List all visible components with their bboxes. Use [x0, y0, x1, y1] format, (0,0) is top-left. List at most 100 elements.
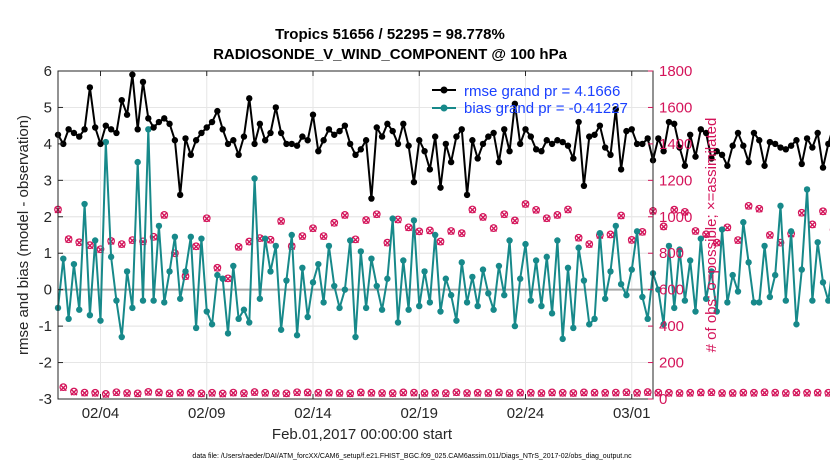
- obs-assimilated-stroke: [267, 236, 274, 244]
- rmse-point: [118, 96, 125, 104]
- obs-assimilated-stroke: [224, 275, 232, 283]
- obs-assimilated-stroke: [155, 389, 163, 397]
- obs-assimilated-stroke: [298, 232, 306, 240]
- rmse-point: [357, 146, 365, 153]
- obs-possible-marker: [335, 389, 344, 397]
- obs-possible-marker: [399, 388, 408, 397]
- obs-possible-marker: [489, 224, 498, 232]
- bias-point: [97, 317, 104, 324]
- rmse-point: [601, 144, 609, 151]
- rmse-point: [766, 138, 774, 146]
- obs-assimilated-marker: [320, 232, 328, 240]
- rmse-point: [309, 111, 317, 118]
- obs-assimilated-marker: [612, 389, 620, 397]
- bias-point: [729, 271, 736, 279]
- obs-assimilated-marker: [718, 390, 726, 398]
- y2-tick-label: 1200: [659, 172, 692, 189]
- obs-assimilated-marker: [686, 389, 694, 397]
- legend-bias-label: bias grand pr = -0.41227: [464, 100, 628, 117]
- y2-tick-label: 1800: [659, 63, 692, 80]
- y-tick-label: 6: [44, 63, 52, 80]
- obs-assimilated-marker: [267, 236, 274, 244]
- obs-assimilated-marker: [102, 390, 110, 398]
- obs-assimilated-stroke: [792, 389, 800, 397]
- obs-assimilated-stroke: [187, 389, 195, 397]
- bias-point: [288, 231, 295, 239]
- obs-assimilated-marker: [670, 206, 678, 214]
- obs-possible-marker: [532, 205, 541, 214]
- obs-assimilated-stroke: [272, 390, 280, 398]
- bias-point: [532, 257, 540, 264]
- obs-assimilated-marker: [261, 389, 269, 397]
- rmse-point: [516, 140, 524, 148]
- rmse-point: [134, 126, 141, 133]
- obs-assimilated-stroke: [628, 236, 636, 244]
- obs-assimilated-marker: [59, 384, 67, 392]
- obs-assimilated-stroke: [192, 243, 200, 251]
- obs-assimilated-stroke: [219, 390, 227, 398]
- obs-assimilated-stroke: [378, 390, 386, 398]
- y-tick-label: -1: [39, 318, 52, 335]
- obs-possible-marker: [415, 227, 424, 236]
- y-axis-label: rmse and bias (model - observation): [15, 115, 32, 355]
- bias-point: [447, 291, 455, 299]
- obs-assimilated-stroke: [367, 389, 375, 397]
- bias-point: [81, 200, 88, 208]
- rmse-point: [277, 129, 285, 137]
- y2-tick-label: 1000: [659, 209, 692, 226]
- rmse-point: [378, 133, 386, 140]
- obs-possible-marker: [277, 217, 286, 225]
- bias-point: [357, 248, 365, 255]
- rmse-point: [506, 147, 513, 155]
- obs-assimilated-marker: [484, 390, 492, 398]
- obs-possible-marker: [611, 388, 620, 397]
- chart-title: Tropics 51656 / 52295 = 98.778%: [275, 26, 505, 43]
- obs-assimilated-marker: [91, 389, 99, 397]
- rmse-point: [686, 131, 694, 138]
- bias-point: [150, 297, 157, 304]
- obs-assimilated-marker: [468, 206, 476, 214]
- obs-assimilated-marker: [580, 389, 588, 397]
- plot-frame: [57, 70, 654, 400]
- rmse-point: [416, 137, 423, 144]
- bias-point: [437, 308, 444, 315]
- bias-point: [384, 275, 391, 282]
- rmse-point: [782, 146, 790, 153]
- obs-possible-marker: [564, 205, 572, 214]
- obs-assimilated-marker: [410, 389, 418, 397]
- obs-assimilated-marker: [394, 216, 402, 224]
- obs-assimilated-stroke: [750, 389, 758, 397]
- rmse-point: [740, 142, 747, 149]
- y-tick-label: 3: [44, 172, 52, 189]
- bias-point: [261, 235, 269, 242]
- bias-point: [304, 313, 311, 321]
- obs-possible-marker: [165, 389, 174, 398]
- bias-point: [516, 275, 524, 282]
- obs-assimilated-marker: [591, 389, 599, 397]
- obs-assimilated-stroke: [314, 389, 322, 397]
- obs-assimilated-marker: [808, 221, 816, 229]
- obs-assimilated-stroke: [123, 390, 131, 398]
- obs-assimilated-stroke: [468, 206, 476, 214]
- obs-assimilated-stroke: [208, 389, 216, 397]
- obs-assimilated-marker: [378, 390, 386, 398]
- obs-assimilated-marker: [644, 389, 652, 397]
- obs-possible-marker: [372, 210, 381, 219]
- obs-assimilated-marker: [229, 389, 237, 397]
- obs-possible-marker: [186, 388, 195, 397]
- obs-assimilated-marker: [506, 390, 514, 398]
- y-tick-label: 0: [44, 282, 52, 299]
- bias-point: [373, 282, 380, 290]
- obs-assimilated-stroke: [213, 264, 221, 272]
- obs-possible-marker: [452, 388, 461, 397]
- obs-assimilated-marker: [463, 390, 471, 398]
- y-tick-label: 1: [44, 245, 52, 262]
- obs-possible-marker: [718, 389, 726, 397]
- obs-assimilated-stroke: [261, 389, 269, 397]
- obs-assimilated-stroke: [240, 390, 248, 398]
- rmse-point: [490, 129, 497, 137]
- rmse-point: [426, 166, 434, 173]
- obs-assimilated-marker: [458, 230, 466, 238]
- obs-assimilated-stroke: [803, 389, 811, 397]
- obs-possible-marker: [696, 388, 705, 397]
